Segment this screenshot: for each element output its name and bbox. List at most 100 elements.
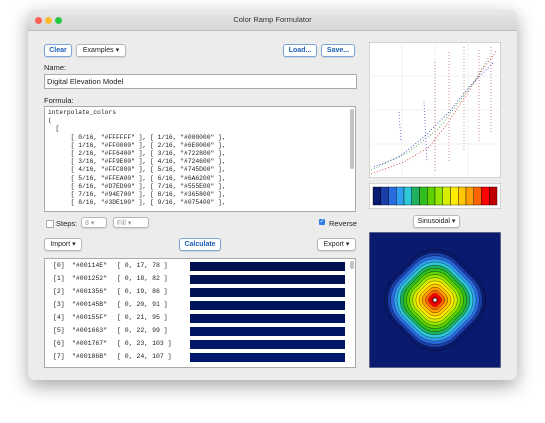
close-button[interactable]: [35, 17, 42, 24]
plot-curves: [370, 47, 498, 175]
row-swatch: [190, 353, 345, 362]
steps-checkbox[interactable]: [46, 220, 54, 228]
code-line: [: [48, 125, 60, 133]
row-hex: "#001252": [72, 275, 108, 282]
code-line: [ 8/16, "#3DE100" ], [ 9/16, "#075400" ]…: [48, 199, 226, 207]
row-rgb: [ 0, 21, 95 ]: [117, 314, 168, 321]
row-index: [2]: [53, 288, 65, 295]
ramp-band: [442, 186, 451, 206]
row-hex: "#00145B": [72, 301, 108, 308]
row-index: [4]: [53, 314, 65, 321]
name-input[interactable]: Digital Elevation Model: [44, 74, 357, 89]
ramp-band: [396, 186, 405, 206]
name-label: Name:: [44, 63, 67, 72]
minimize-button[interactable]: [45, 17, 52, 24]
code-line: [ 3/16, "#FF9E00" ], [ 4/16, "#724600" ]…: [48, 158, 226, 166]
row-hex: "#00155F": [72, 314, 108, 321]
code-line: [ 1/16, "#FF0000" ], [ 2/16, "#6E0000" ]…: [48, 141, 226, 149]
ramp-band: [434, 186, 443, 206]
row-rgb: [ 0, 23, 103 ]: [117, 340, 172, 347]
window-title: Color Ramp Formulator: [233, 15, 312, 24]
row-hex: "#00114E": [72, 262, 108, 269]
reverse-label: Reverse: [329, 219, 357, 228]
row-index: [5]: [53, 327, 65, 334]
contour-peak: [432, 297, 438, 303]
clear-button[interactable]: Clear: [44, 44, 72, 57]
row-swatch: [190, 275, 345, 284]
ramp-band: [411, 186, 420, 206]
row-index: [0]: [53, 262, 65, 269]
ramp-band: [403, 186, 412, 206]
reverse-checkbox[interactable]: ✓: [319, 219, 325, 225]
examples-menu[interactable]: Examples ▾: [76, 44, 126, 57]
code-line: [ 5/16, "#FFEA00" ], [ 6/16, "#6A6200" ]…: [48, 174, 226, 182]
row-hex: "#00186B": [72, 353, 108, 360]
code-line: (: [48, 117, 52, 125]
row-rgb: [ 0, 22, 99 ]: [117, 327, 168, 334]
code-line: [ 7/16, "#94E700" ], [ 8/16, "#365800" ]…: [48, 191, 226, 199]
row-swatch: [190, 340, 345, 349]
row-rgb: [ 0, 20, 91 ]: [117, 301, 168, 308]
ramp-band: [489, 186, 498, 206]
row-rgb: [ 0, 18, 82 ]: [117, 275, 168, 282]
ramp-band: [465, 186, 474, 206]
row-rgb: [ 0, 17, 78 ]: [117, 262, 168, 269]
mode-value: Sinusoidal: [417, 218, 450, 225]
window: Color Ramp Formulator Clear Examples ▾ L…: [28, 10, 517, 380]
row-swatch: [190, 327, 345, 336]
ramp-band: [380, 186, 389, 206]
ramp-band: [458, 186, 467, 206]
row-hex: "#001356": [72, 288, 108, 295]
calculate-button[interactable]: Calculate: [179, 238, 221, 251]
import-menu[interactable]: Import ▾: [44, 238, 82, 251]
curve-plot: [369, 42, 501, 178]
export-menu[interactable]: Export ▾: [317, 238, 356, 251]
formula-label: Formula:: [44, 96, 74, 105]
scrollbar[interactable]: [350, 261, 354, 269]
row-swatch: [190, 262, 345, 271]
row-swatch: [190, 288, 345, 297]
load-button[interactable]: Load...: [283, 44, 317, 57]
ramp-band: [427, 186, 436, 206]
ramp-band: [372, 186, 381, 206]
import-label: Import: [50, 241, 71, 248]
title-bar: Color Ramp Formulator: [28, 10, 517, 31]
ramp-band: [419, 186, 428, 206]
row-swatch: [190, 301, 345, 310]
row-index: [6]: [53, 340, 65, 347]
steps-value: 8: [85, 220, 89, 227]
code-line: [ 4/16, "#FFC800" ], [ 5/16, "#745D00" ]…: [48, 166, 226, 174]
ramp-band: [473, 186, 482, 206]
export-label: Export: [323, 241, 344, 248]
zoom-button[interactable]: [55, 17, 62, 24]
examples-label: Examples: [82, 47, 114, 54]
color-ramp: [369, 183, 501, 209]
fill-value: Fill: [117, 220, 126, 227]
row-hex: "#001767": [72, 340, 108, 347]
code-line: interpolate_colors: [48, 109, 117, 116]
code-line: [ 6/16, "#D7ED00" ], [ 7/16, "#555E00" ]…: [48, 182, 226, 190]
contour-preview: [369, 232, 501, 368]
results-list: [0] "#00114E" [ 0, 17, 78 ] [1] "#001252" [ 0…: [44, 258, 356, 368]
row-swatch: [190, 314, 345, 323]
row-rgb: [ 0, 24, 107 ]: [117, 353, 172, 360]
formula-editor[interactable]: interpolate_colors( [ [ 0/16, "#FFFFFF" …: [44, 106, 356, 212]
fill-select[interactable]: Fill ▾: [113, 217, 149, 228]
formula-code: interpolate_colors( [ [ 0/16, "#FFFFFF" …: [45, 107, 355, 209]
row-hex: "#001663": [72, 327, 108, 334]
mode-select[interactable]: Sinusoidal ▾: [413, 215, 460, 228]
row-rgb: [ 0, 19, 86 ]: [117, 288, 168, 295]
row-index: [7]: [53, 353, 65, 360]
steps-label: Steps:: [56, 219, 78, 228]
steps-select[interactable]: 8 ▾: [81, 217, 107, 228]
code-line: [ 0/16, "#FFFFFF" ], [ 1/16, "#000000" ]…: [48, 133, 226, 141]
ramp-band: [388, 186, 397, 206]
ramp-band: [481, 186, 490, 206]
save-button[interactable]: Save...: [321, 44, 355, 57]
ramp-band: [450, 186, 459, 206]
row-index: [3]: [53, 301, 65, 308]
code-line: [ 2/16, "#FF6400" ], [ 3/16, "#722800" ]…: [48, 150, 226, 158]
scrollbar[interactable]: [350, 109, 354, 169]
row-index: [1]: [53, 275, 65, 282]
